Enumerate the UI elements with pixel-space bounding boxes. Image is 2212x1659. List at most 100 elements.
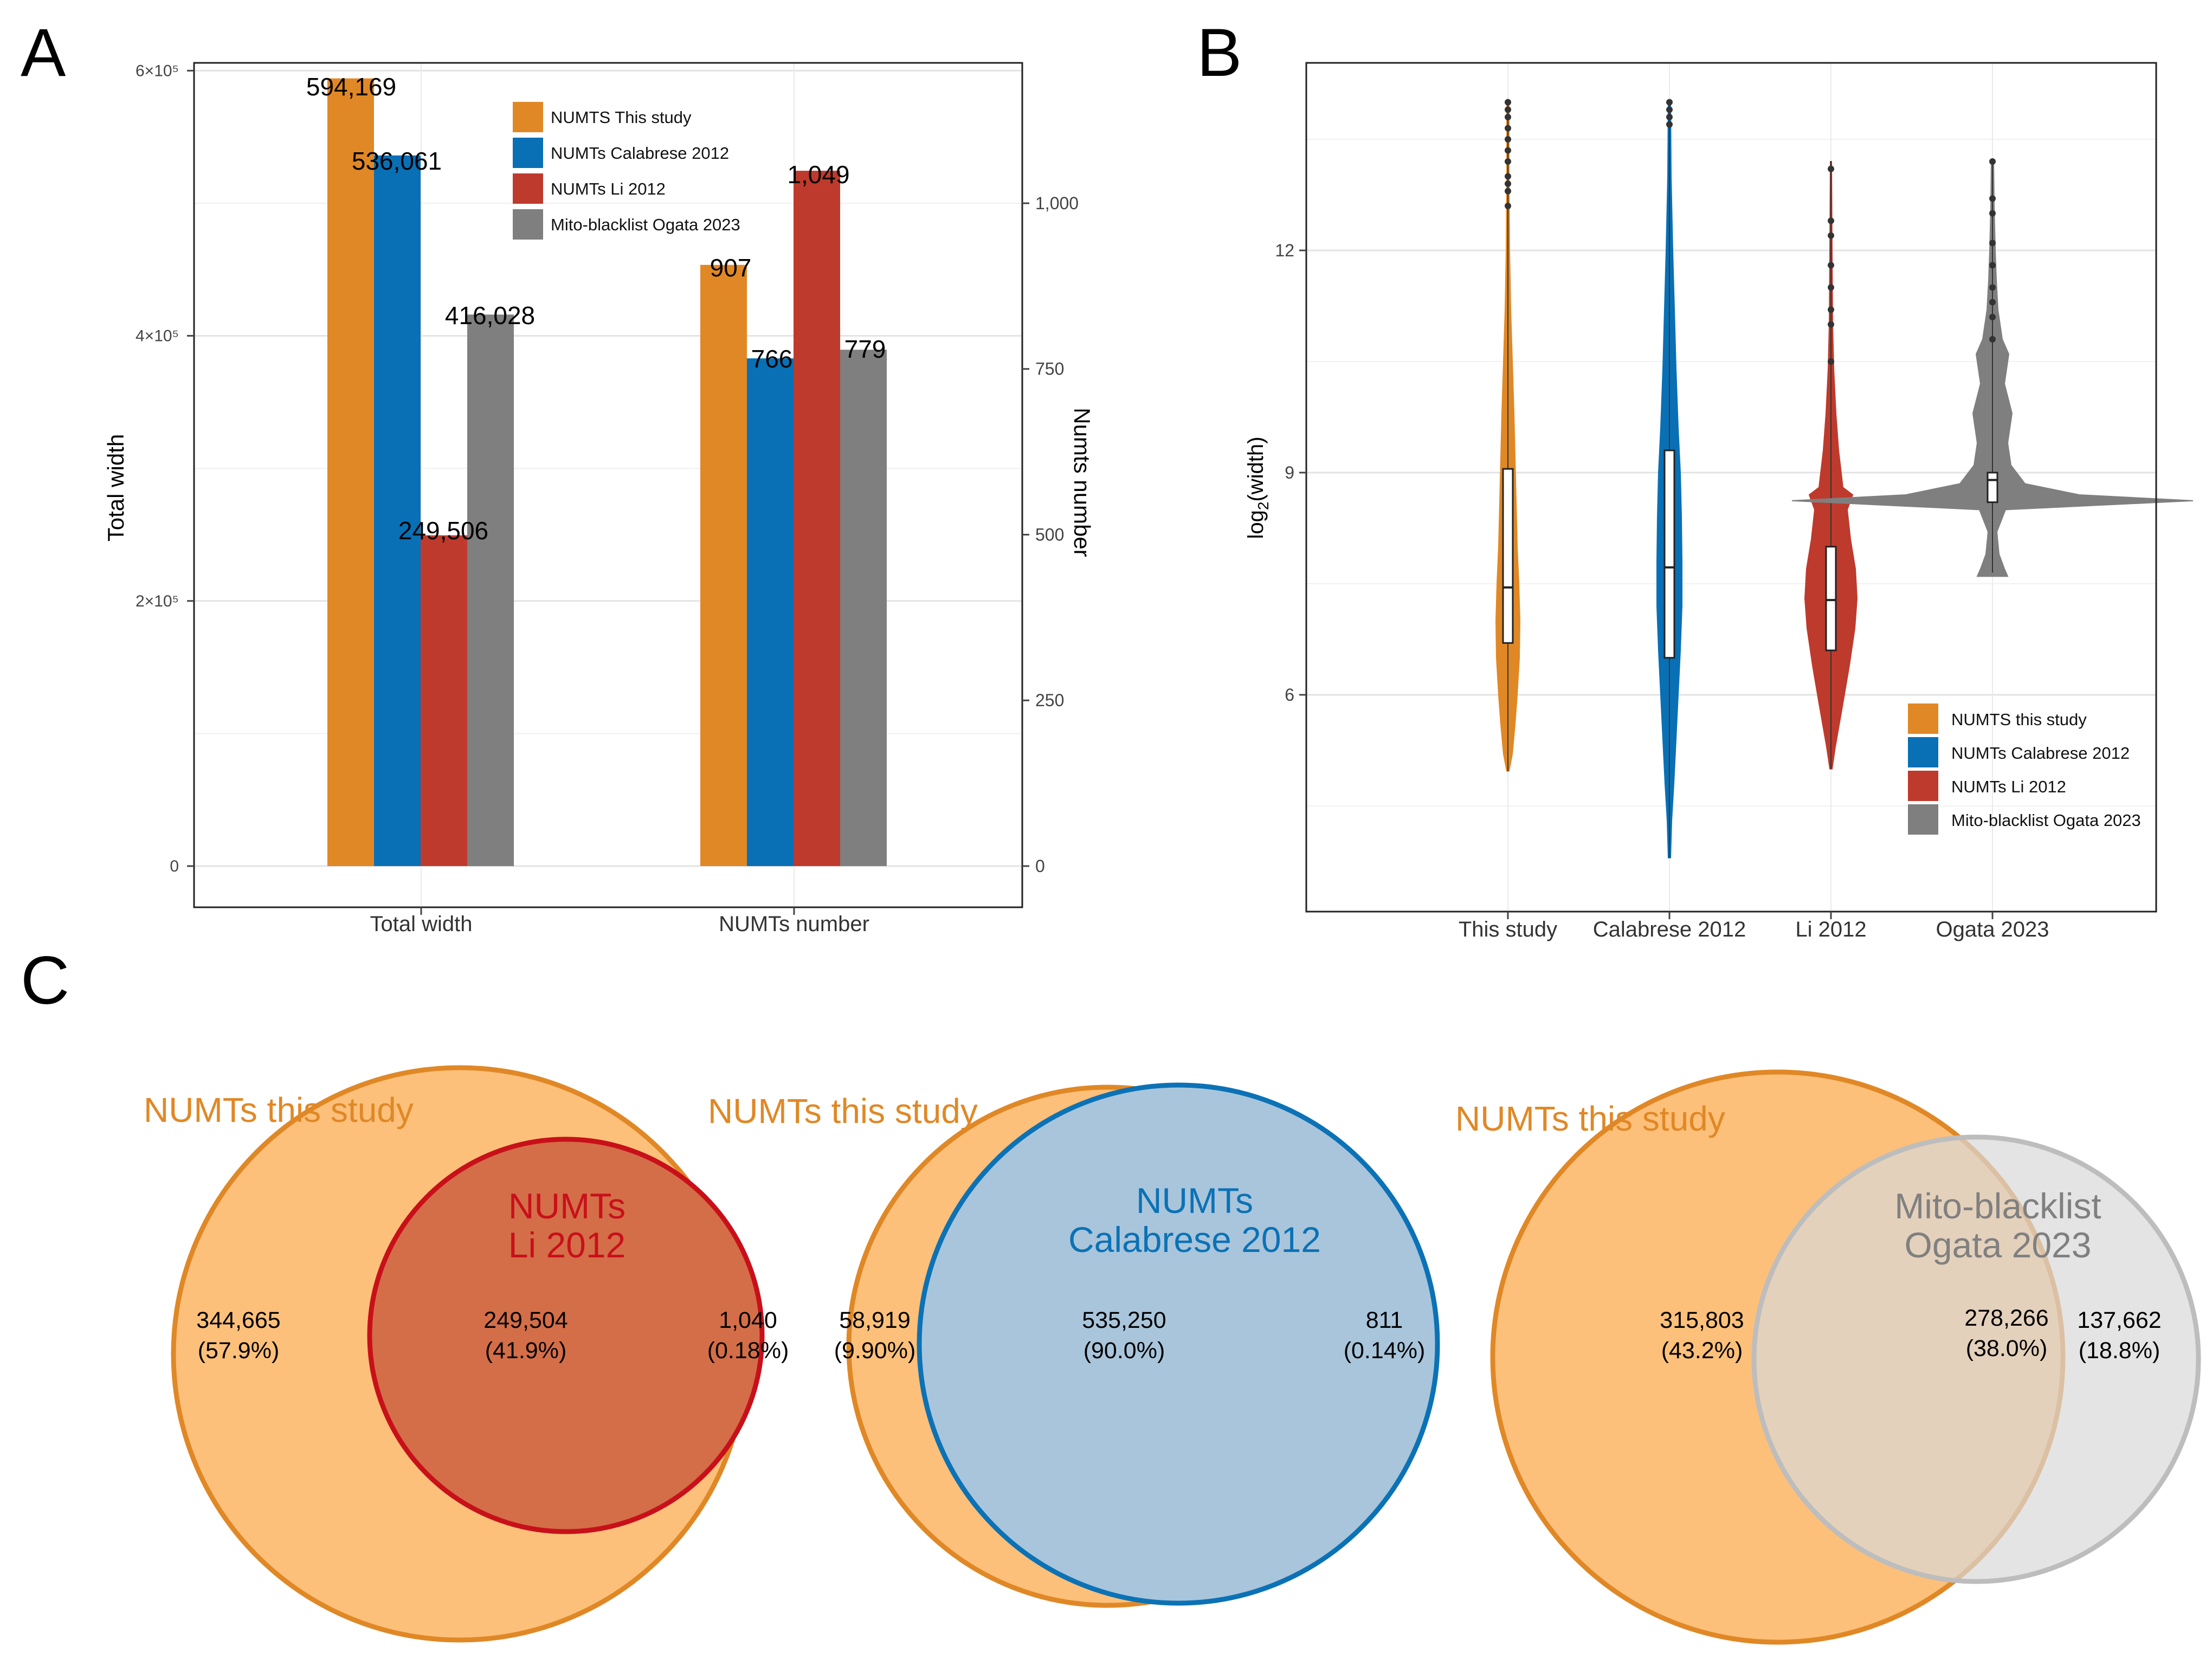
- legend-label: NUMTs Li 2012: [551, 179, 666, 198]
- violin-outlier: [1505, 99, 1511, 106]
- bar-value-label: 249,506: [398, 517, 488, 545]
- y-axis-tick-label: 0: [170, 857, 179, 875]
- venn-percent-right_only: (0.18%): [707, 1338, 789, 1364]
- venn-count-left_only: 315,803: [1660, 1307, 1744, 1333]
- violin-outlier: [1989, 262, 1996, 269]
- bar-ogata-total-width: [467, 314, 514, 866]
- bar-chart-bars: 594,169 907 536,061 766 249,506 1,049 416,028 7…: [306, 73, 887, 866]
- bar-value-label: 416,028: [445, 301, 535, 330]
- violin-outlier: [1666, 121, 1673, 128]
- venn-count-both: 249,504: [483, 1307, 567, 1333]
- panel-b-violin-chart: 6 9 12 This study Calabrese 2012 Li 2012 Ogata…: [1244, 62, 2194, 941]
- violin-outlier: [1505, 106, 1511, 113]
- bar-calabrese-total-width: [374, 155, 421, 866]
- violin-outlier: [1666, 106, 1673, 113]
- legend-swatch-this_study: [1908, 703, 1938, 734]
- violin-outlier: [1666, 99, 1673, 106]
- venn-count-left_only: 58,919: [839, 1307, 911, 1333]
- violin-outlier: [1505, 173, 1511, 180]
- legend-swatch-ogata: [513, 209, 543, 240]
- venn-set-label-calabrese: NUMTs: [1136, 1180, 1253, 1221]
- bar-this_study-total-width: [327, 78, 374, 866]
- violin-outlier: [1828, 165, 1834, 172]
- violin-chart-violins: [1495, 99, 2194, 858]
- legend-swatch-calabrese: [1908, 737, 1938, 767]
- venn-set-label-li: NUMTs: [508, 1186, 625, 1226]
- y2-axis-tick-label: 750: [1035, 359, 1064, 379]
- panel-label-a: A: [21, 15, 66, 91]
- venn-set-label-calabrese: Calabrese 2012: [1068, 1219, 1321, 1260]
- venn-set-label-ogata: Mito-blacklist: [1894, 1186, 2101, 1226]
- violin-chart-frame: [1305, 62, 2157, 913]
- venn-circle-calabrese: [917, 1082, 1440, 1606]
- violin-outlier: [1828, 232, 1834, 239]
- venn-count-left_only: 344,665: [196, 1307, 280, 1333]
- violin-outlier: [1505, 114, 1511, 120]
- y2-axis-tick-label: 1,000: [1035, 193, 1079, 213]
- venn-count-both: 535,250: [1082, 1307, 1166, 1333]
- violin-outlier: [1989, 336, 1996, 343]
- violin-box: [1663, 449, 1675, 659]
- legend-label: Mito-blacklist Ogata 2023: [1951, 811, 2141, 830]
- legend-swatch-calabrese: [513, 138, 543, 168]
- venn-percent-right_only: (18.8%): [2079, 1338, 2161, 1364]
- violin-outlier: [1828, 358, 1834, 365]
- x-axis-tick-label: Total width: [370, 912, 473, 936]
- violin-outlier: [1989, 240, 1996, 247]
- x-axis-tick-label: This study: [1459, 918, 1557, 941]
- venn-set-label-li: Li 2012: [508, 1225, 626, 1265]
- y-axis-title: log2(width): [1244, 437, 1272, 539]
- violin-outlier: [1666, 114, 1673, 120]
- legend-label: NUMTs Li 2012: [1951, 777, 2066, 796]
- venn-percent-both: (90.0%): [1084, 1338, 1165, 1364]
- violin-outlier: [1989, 158, 1996, 165]
- violin-outlier: [1505, 136, 1511, 143]
- violin-outlier: [1989, 210, 1996, 217]
- y-axis-tick-label: 4×10⁵: [136, 327, 179, 345]
- violin-box: [1825, 546, 1837, 651]
- violin-outlier: [1828, 306, 1834, 313]
- violin-outlier: [1989, 299, 1996, 306]
- violin-box: [1502, 468, 1514, 644]
- bar-chart-axes: 0 2×10⁵ 4×10⁵ 6×10⁵ 0 250 500 750 1,000 Total wid…: [103, 62, 1095, 936]
- bar-value-label: 907: [710, 254, 752, 282]
- y2-axis-tick-label: 0: [1035, 856, 1045, 876]
- venn-circle-li: [367, 1137, 765, 1534]
- x-axis-tick-label: Calabrese 2012: [1593, 918, 1746, 941]
- violin-outlier: [1989, 284, 1996, 291]
- bar-value-label: 594,169: [306, 73, 396, 101]
- venn-set-label-this-study: NUMTs this study: [1455, 1099, 1725, 1138]
- violin-outlier: [1505, 180, 1511, 187]
- venn-count-both: 278,266: [1964, 1305, 2048, 1331]
- legend-swatch-li: [1908, 771, 1938, 801]
- panel-label-c: C: [21, 943, 69, 1018]
- violin-outlier: [1505, 203, 1511, 209]
- bar-calabrese-numts-number: [747, 358, 794, 866]
- bar-value-label: 779: [844, 335, 886, 363]
- legend-label: NUMTS this study: [1951, 710, 2087, 729]
- venn-count-right_only: 1,040: [719, 1307, 777, 1333]
- legend-swatch-li: [513, 173, 543, 204]
- venn-percent-left_only: (57.9%): [198, 1338, 280, 1364]
- y-axis-title-part: (width): [1244, 437, 1268, 502]
- bar-chart-legend: NUMTS This study NUMTs Calabrese 2012 NUMT…: [513, 102, 740, 240]
- legend-label: NUMTs Calabrese 2012: [1951, 744, 2130, 763]
- legend-label: NUMTs Calabrese 2012: [551, 144, 729, 163]
- y-axis-tick-label: 12: [1275, 241, 1294, 260]
- y-axis-title-part: 2: [1255, 502, 1272, 511]
- bar-value-label: 536,061: [352, 147, 442, 175]
- legend-label: NUMTS This study: [551, 108, 692, 127]
- bar-value-label: 1,049: [787, 160, 849, 189]
- y-axis-tick-label: 2×10⁵: [136, 592, 179, 610]
- violin-outlier: [1828, 217, 1834, 224]
- venn-count-right_only: 137,662: [2077, 1307, 2161, 1333]
- violin-outlier: [1828, 262, 1834, 269]
- venn-set-label-this-study: NUMTs this study: [144, 1090, 414, 1129]
- violin-box: [1987, 472, 1998, 503]
- bar-li-total-width: [421, 535, 467, 866]
- legend-swatch-this_study: [513, 102, 543, 132]
- x-axis-tick-label: NUMTs number: [719, 912, 869, 936]
- bar-ogata-numts-number: [840, 350, 887, 866]
